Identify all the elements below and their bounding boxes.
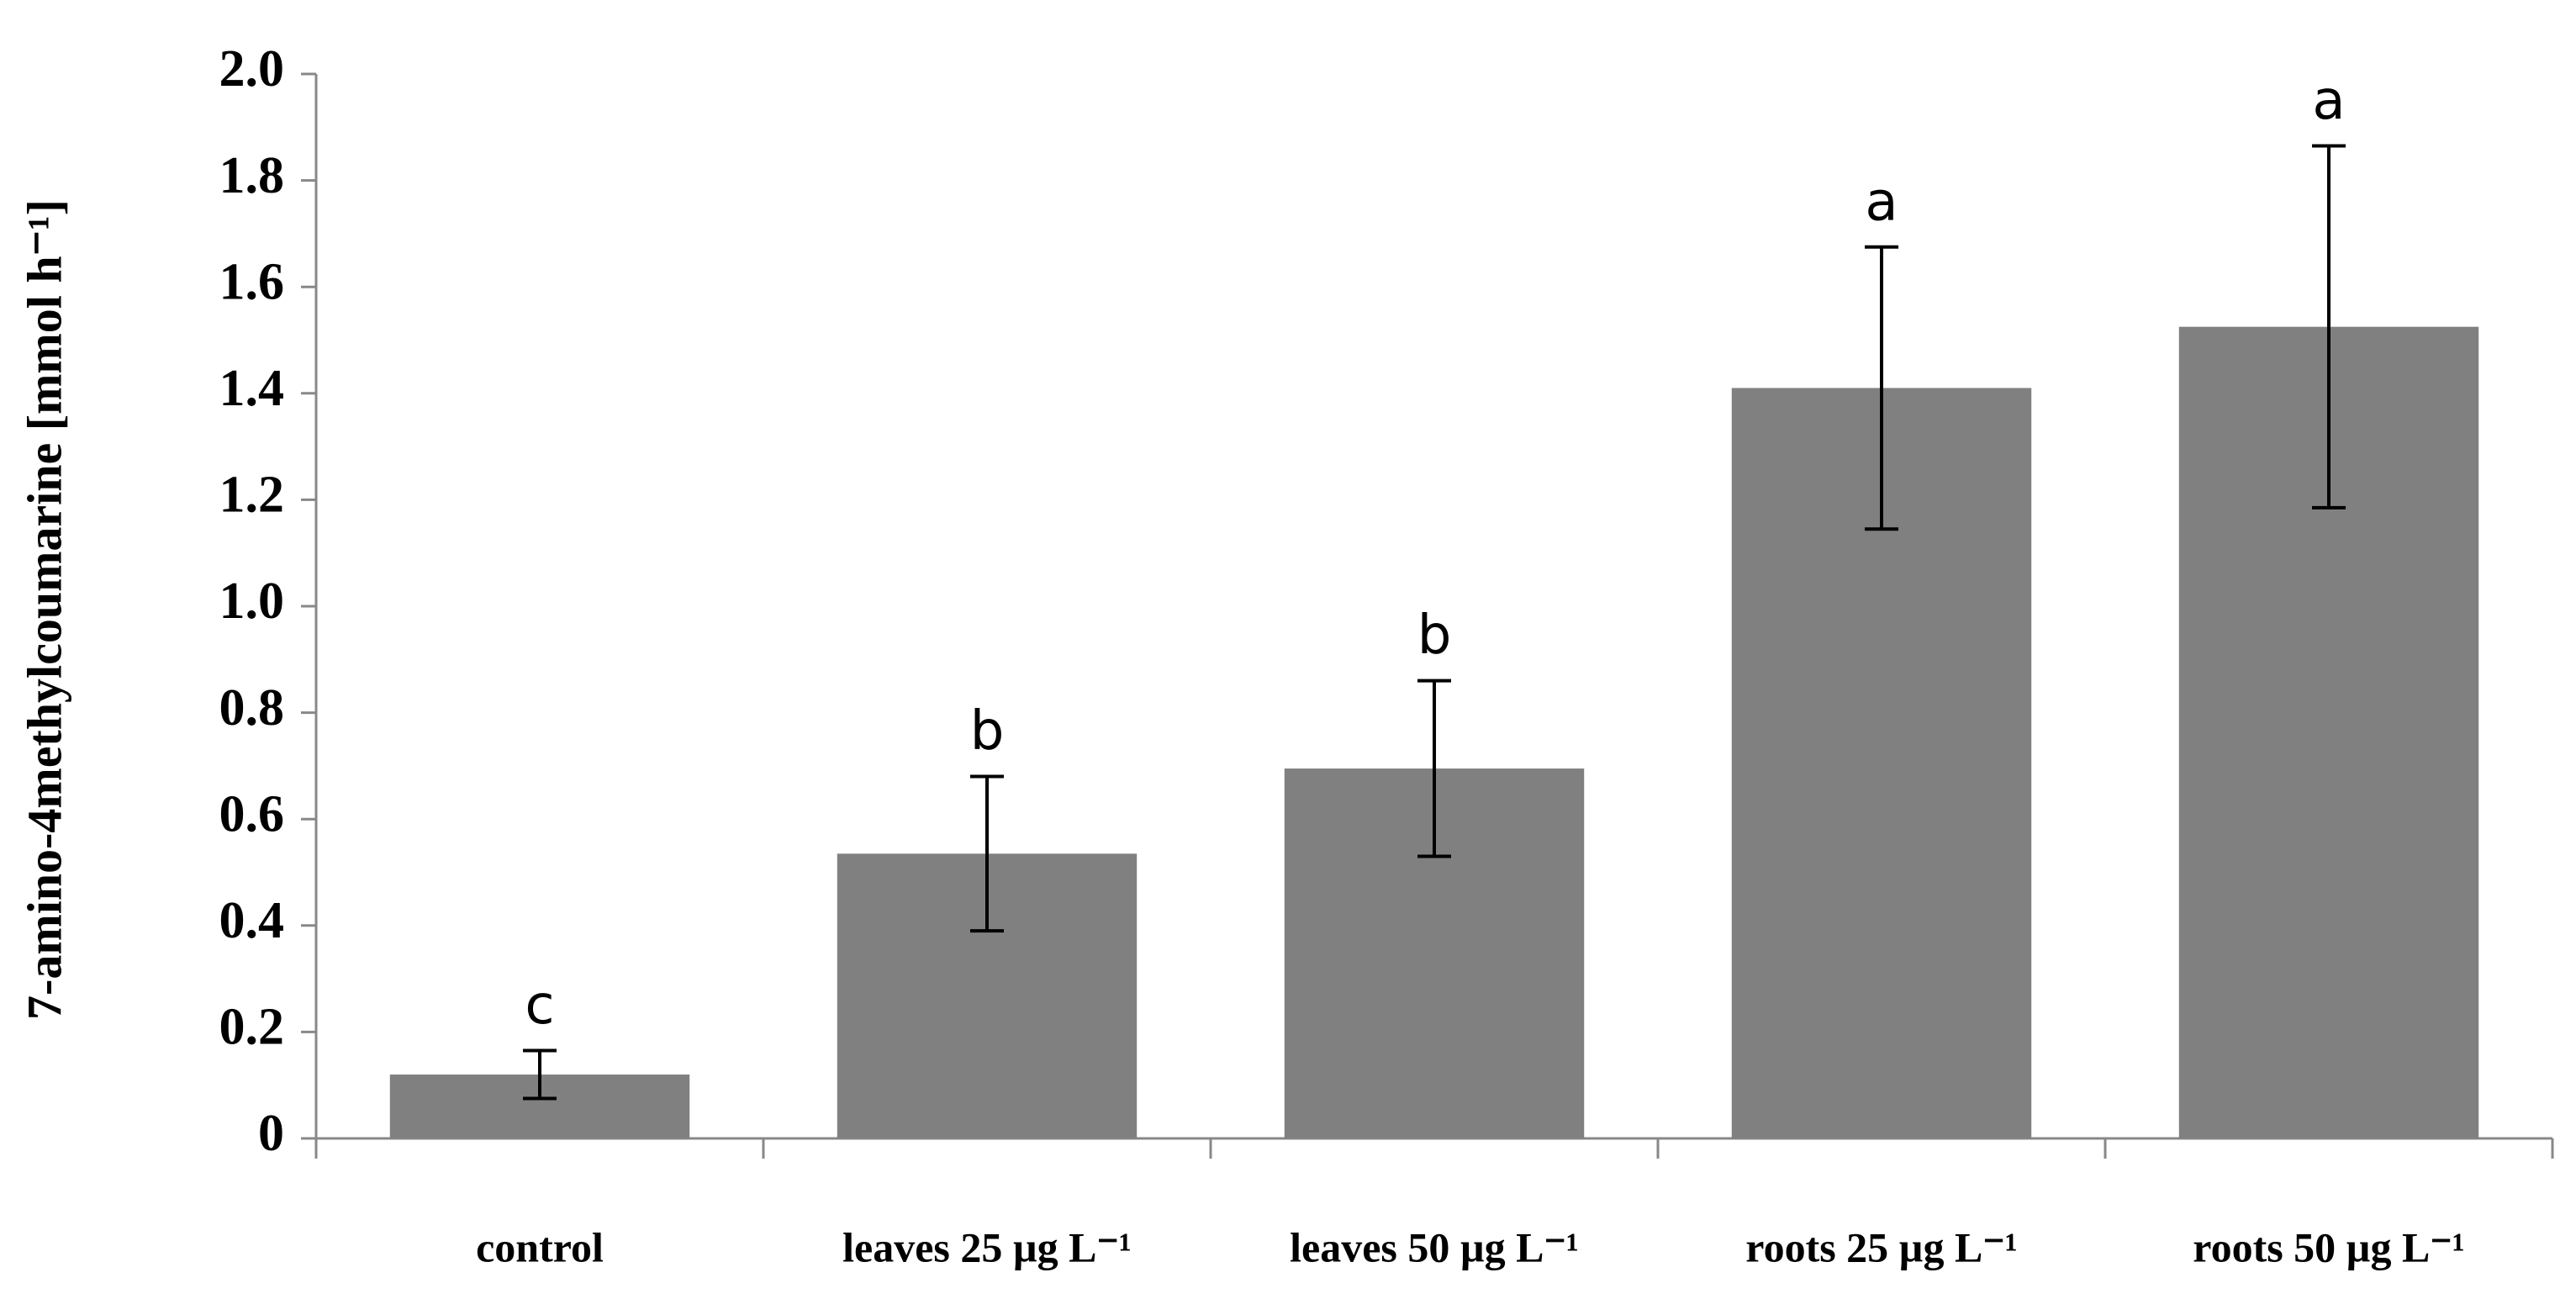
y-tick-label: 0.8 bbox=[219, 679, 285, 737]
significance-letter: a bbox=[1865, 171, 1898, 233]
x-tick-label: leaves 25 µg L⁻¹ bbox=[842, 1223, 1132, 1270]
significance-letter: b bbox=[1417, 605, 1452, 667]
y-tick-label: 2.0 bbox=[219, 40, 285, 98]
y-tick-label: 0 bbox=[258, 1105, 284, 1162]
error-bar bbox=[970, 774, 1004, 933]
y-tick-label: 1.4 bbox=[219, 360, 285, 417]
x-tick-label: roots 25 µg L⁻¹ bbox=[1745, 1223, 2017, 1270]
error-bar bbox=[523, 1048, 557, 1101]
y-axis-title: 7-amino-4methylcoumarine [mmol h⁻¹] bbox=[17, 199, 71, 1020]
error-bar bbox=[1417, 679, 1451, 858]
y-tick-label: 1.2 bbox=[219, 467, 285, 524]
y-tick-label: 0.2 bbox=[219, 999, 285, 1056]
significance-letter: b bbox=[970, 700, 1005, 763]
significance-letter: c bbox=[525, 974, 554, 1037]
error-bar bbox=[2312, 144, 2346, 510]
error-bar bbox=[1865, 245, 1898, 531]
y-tick-label: 1.6 bbox=[219, 253, 285, 310]
x-tick-label: roots 50 µg L⁻¹ bbox=[2193, 1223, 2464, 1270]
y-tick-label: 0.6 bbox=[219, 785, 285, 842]
x-tick-label: leaves 50 µg L⁻¹ bbox=[1290, 1223, 1579, 1270]
significance-letter: a bbox=[2312, 70, 2345, 132]
x-tick-label: control bbox=[476, 1223, 604, 1270]
y-tick-label: 0.4 bbox=[219, 892, 285, 949]
y-tick-label: 1.8 bbox=[219, 147, 285, 204]
y-tick-label: 1.0 bbox=[219, 573, 285, 630]
